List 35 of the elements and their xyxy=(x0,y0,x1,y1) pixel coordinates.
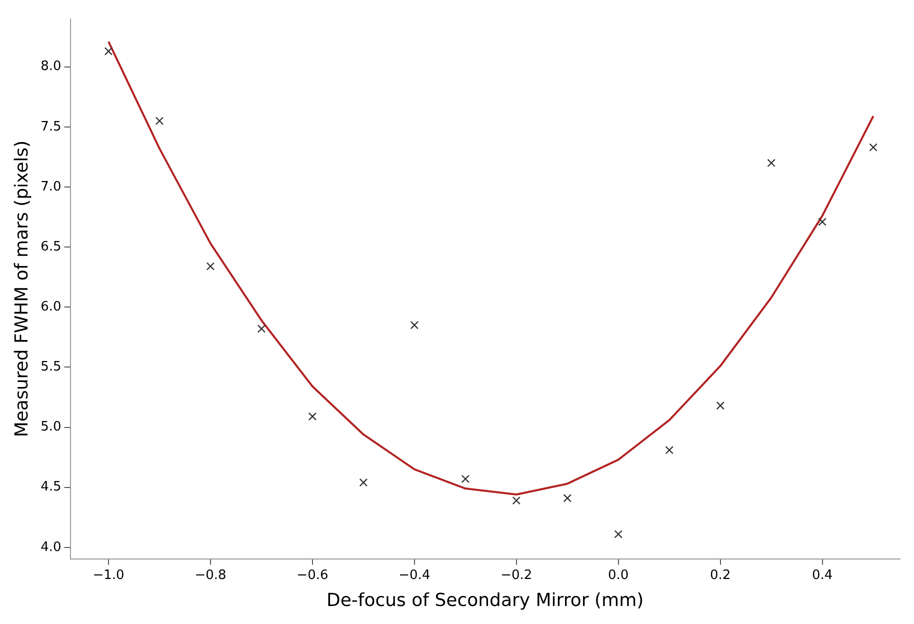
y-tick-label: 4.5 xyxy=(40,480,62,495)
point xyxy=(206,262,215,270)
point xyxy=(767,158,776,168)
point xyxy=(257,324,266,333)
point xyxy=(869,143,878,152)
point xyxy=(410,321,419,330)
x-tick-label: −0.6 xyxy=(296,568,328,583)
y-tick-label: 5.5 xyxy=(40,360,62,375)
x-tick-label: 0.2 xyxy=(710,568,731,583)
point xyxy=(665,446,674,454)
x-tick-label: −1.0 xyxy=(92,568,124,583)
point xyxy=(308,412,317,421)
point xyxy=(359,478,368,487)
point xyxy=(716,401,724,410)
x-tick-label: −0.2 xyxy=(500,568,532,583)
y-tick-label: 7.5 xyxy=(40,119,62,134)
x-tick-label: −0.4 xyxy=(398,568,430,583)
point xyxy=(104,47,113,56)
x-tick-label: 0.4 xyxy=(812,568,833,583)
x-tick-label: −0.8 xyxy=(194,568,226,583)
y-tick-label: 6.0 xyxy=(40,299,62,314)
point xyxy=(818,218,826,226)
point xyxy=(155,116,164,126)
y-tick-label: 8.0 xyxy=(40,59,62,74)
y-tick-label: 7.0 xyxy=(40,179,62,194)
point xyxy=(614,530,622,538)
y-tick-label: 6.5 xyxy=(40,239,62,254)
x-tick-label: 0.0 xyxy=(608,568,629,583)
y-tick-label: 5.0 xyxy=(40,420,62,435)
y-tick-label: 4.0 xyxy=(40,540,62,555)
x-axis-title: De-focus of Secondary Mirror (mm) xyxy=(326,590,644,611)
point xyxy=(512,496,521,505)
y-axis-title: Measured FWHM of mars (pixels) xyxy=(11,140,32,438)
point xyxy=(563,494,572,502)
point xyxy=(461,474,470,484)
